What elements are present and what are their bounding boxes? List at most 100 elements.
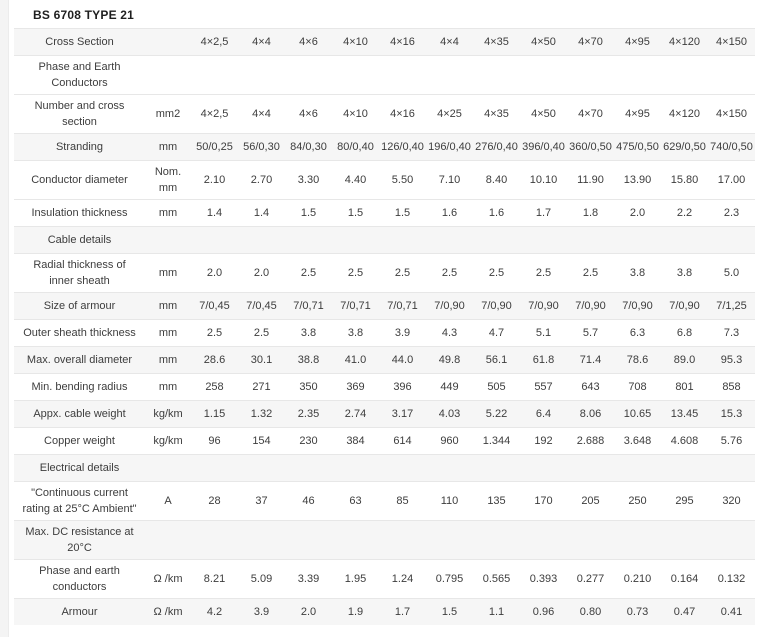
value-cell: 7/0,90: [669, 300, 700, 312]
value-cell: 708: [628, 381, 647, 393]
value-cell: 230: [299, 435, 318, 447]
value-cell: 0.277: [576, 573, 605, 585]
value-cell: 396: [393, 381, 412, 393]
value-cell: 4.3: [441, 327, 458, 339]
value-cell: 858: [722, 381, 741, 393]
value-cell: 0.132: [717, 573, 746, 585]
value-cell: [238, 539, 285, 541]
value-cell: [332, 467, 379, 469]
value-cell: 5.7: [582, 327, 599, 339]
value-cell: 4×35: [484, 36, 509, 48]
value-cell: [332, 539, 379, 541]
value-cell: 4.03: [438, 408, 461, 420]
value-cell: 7/0,90: [575, 300, 606, 312]
value-cell: 2.5: [206, 327, 223, 339]
value-cell: 85: [396, 495, 409, 507]
value-cell: 369: [346, 381, 365, 393]
table-row: Copper weight kg/km 96 154 230 384 614 960 1.344…: [14, 427, 755, 454]
value-cell: [473, 539, 520, 541]
value-cell: [285, 239, 332, 241]
value-cell: 0.393: [529, 573, 558, 585]
value-cell: 96: [208, 435, 221, 447]
value-cell: 3.8: [347, 327, 364, 339]
table-row: Size of armour mm 7/0,45 7/0,45 7/0,71 7/0,71…: [14, 292, 755, 319]
table-row: Conductor diameter Nom. mm 2.10 2.70 3.30 4.4…: [14, 160, 755, 199]
value-cell: [708, 239, 755, 241]
value-cell: 10.65: [623, 408, 652, 420]
value-cell: 44.0: [391, 354, 414, 366]
value-cell: 5.76: [720, 435, 743, 447]
value-cell: 1.6: [488, 207, 505, 219]
value-cell: 643: [581, 381, 600, 393]
value-cell: 320: [722, 495, 741, 507]
value-cell: [238, 239, 285, 241]
value-cell: 7/0,90: [434, 300, 465, 312]
value-cell: 3.8: [300, 327, 317, 339]
page-left-edge: [0, 0, 9, 637]
value-cell: 4.2: [206, 606, 223, 618]
value-cell: 3.39: [297, 573, 320, 585]
row-label: Armour: [61, 606, 98, 618]
value-cell: 0.210: [623, 573, 652, 585]
value-cell: 1.7: [535, 207, 552, 219]
value-cell: 396/0,40: [522, 141, 565, 153]
value-cell: 4×16: [390, 36, 415, 48]
value-cell: 6.8: [676, 327, 693, 339]
table-row: Armour Ω /km 4.2 3.9 2.0 1.9 1.7 1.5 1.1 0.96 0.80…: [14, 598, 755, 625]
value-cell: 1.344: [482, 435, 511, 447]
value-cell: 4×150: [716, 36, 747, 48]
table-row: Number and cross section mm2 4×2,5 4×4 4×6 4×…: [14, 94, 755, 133]
value-cell: 4.40: [344, 174, 367, 186]
value-cell: 2.5: [488, 267, 505, 279]
value-cell: 3.648: [623, 435, 652, 447]
value-cell: 276/0,40: [475, 141, 518, 153]
value-cell: 7.10: [438, 174, 461, 186]
value-cell: 6.4: [535, 408, 552, 420]
content-area: BS 6708 TYPE 21 Cross Section 4×2,5 4×4 4×6…: [14, 0, 755, 625]
value-cell: 1.15: [203, 408, 226, 420]
value-cell: 4×2,5: [200, 36, 229, 48]
value-cell: 192: [534, 435, 553, 447]
value-cell: 2.5: [441, 267, 458, 279]
value-cell: 4×16: [390, 108, 415, 120]
value-cell: 2.3: [723, 207, 740, 219]
value-cell: [332, 239, 379, 241]
value-cell: 2.0: [206, 267, 223, 279]
value-cell: 135: [487, 495, 506, 507]
value-cell: 1.95: [344, 573, 367, 585]
table-row: Stranding mm 50/0,25 56/0,30 84/0,30 80/0,40 1…: [14, 133, 755, 160]
value-cell: 3.9: [394, 327, 411, 339]
value-cell: [614, 539, 661, 541]
value-cell: 10.10: [529, 174, 558, 186]
cable-spec-table: Cross Section 4×2,5 4×4 4×6 4×10 4×16 4×4 4×35 4…: [14, 28, 755, 625]
value-cell: 360/0,50: [569, 141, 612, 153]
row-unit: mm: [158, 381, 178, 393]
value-cell: 258: [205, 381, 224, 393]
row-label: Stranding: [55, 141, 104, 153]
value-cell: [614, 74, 661, 76]
value-cell: 61.8: [532, 354, 555, 366]
value-cell: 475/0,50: [616, 141, 659, 153]
value-cell: 56.1: [485, 354, 508, 366]
value-cell: [379, 467, 426, 469]
value-cell: 3.8: [629, 267, 646, 279]
table-row: Radial thickness of inner sheath mm 2.0 2.0…: [14, 253, 755, 292]
value-cell: [708, 74, 755, 76]
row-unit: kg/km: [153, 408, 183, 420]
value-cell: [567, 467, 614, 469]
value-cell: 2.0: [629, 207, 646, 219]
row-label: Min. bending radius: [31, 381, 128, 393]
value-cell: [708, 539, 755, 541]
value-cell: [426, 467, 473, 469]
value-cell: 2.0: [253, 267, 270, 279]
table-row: Cross Section 4×2,5 4×4 4×6 4×10 4×16 4×4 4×35 4…: [14, 28, 755, 55]
table-row: Phase and earth conductors Ω /km 8.21 5.09 3…: [14, 559, 755, 598]
value-cell: 17.00: [717, 174, 746, 186]
value-cell: 4×120: [669, 36, 700, 48]
value-cell: 0.47: [673, 606, 696, 618]
row-unit: A: [164, 495, 172, 507]
value-cell: 2.35: [297, 408, 320, 420]
row-unit: [145, 239, 191, 241]
row-unit: mm: [158, 141, 178, 153]
value-cell: 4×150: [716, 108, 747, 120]
